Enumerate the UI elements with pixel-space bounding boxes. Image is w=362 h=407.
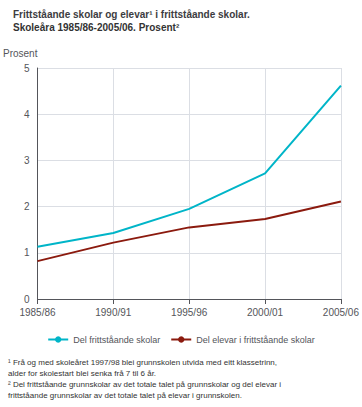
svg-text:2: 2 [24,201,30,212]
svg-text:2000/01: 2000/01 [247,307,284,318]
svg-text:Del frittståande skolar: Del frittståande skolar [73,335,160,345]
svg-text:5: 5 [24,63,30,74]
svg-text:0: 0 [24,294,30,305]
svg-text:4: 4 [24,109,30,120]
svg-text:Del elevar i frittståande skol: Del elevar i frittståande skolar [196,335,315,345]
svg-text:Prosent: Prosent [3,48,38,59]
svg-text:Frittståande skolar og elevar¹: Frittståande skolar og elevar¹ i frittst… [13,9,250,20]
svg-text:² Del frittståande grunnskolar: ² Del frittståande grunnskolar av det to… [8,380,281,389]
svg-text:¹ Frå og med skoleåret 1997/98: ¹ Frå og med skoleåret 1997/98 blei grun… [8,358,277,367]
svg-text:frittståande grunnskolar av de: frittståande grunnskolar av det totale t… [8,391,242,400]
svg-text:3: 3 [24,155,30,166]
svg-text:1995/96: 1995/96 [171,307,208,318]
svg-text:1: 1 [24,247,30,258]
svg-text:2005/06: 2005/06 [323,307,360,318]
svg-text:Skoleåra 1985/86-2005/06. Pros: Skoleåra 1985/86-2005/06. Prosent² [13,22,180,33]
svg-text:alder for skolestart blei senk: alder for skolestart blei senka frå 7 ti… [8,369,156,378]
svg-text:1990/91: 1990/91 [95,307,132,318]
svg-text:1985/86: 1985/86 [19,307,56,318]
